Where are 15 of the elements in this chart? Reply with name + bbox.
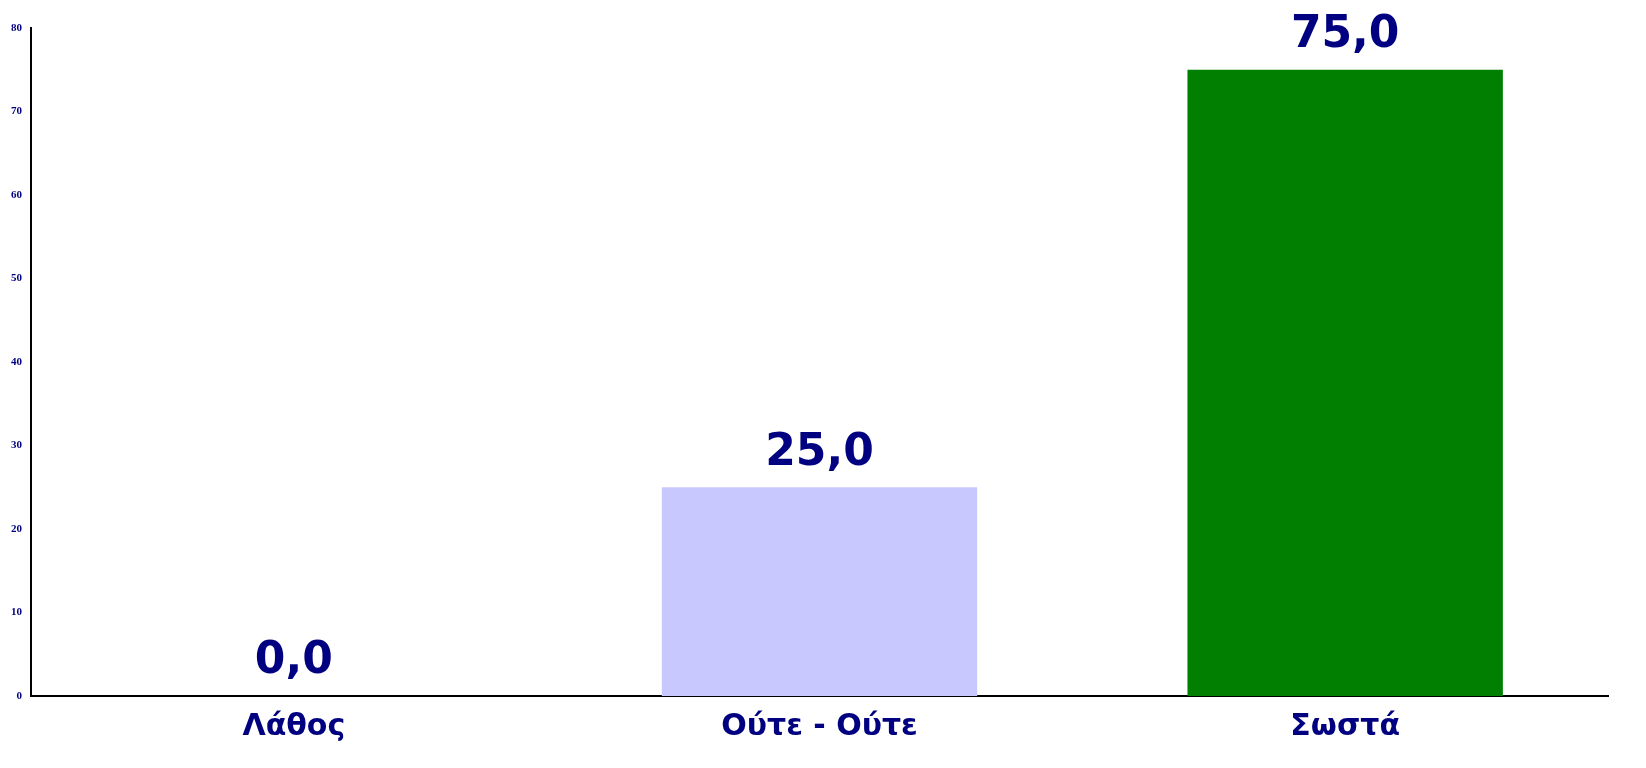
x-tick-label: Σωστά [1290, 706, 1401, 742]
y-tick-label: 40 [11, 354, 23, 367]
data-label: 0,0 [254, 632, 333, 684]
y-tick-label: 20 [11, 521, 23, 534]
y-tick-label: 30 [11, 438, 23, 451]
x-tick-label: Ούτε - Ούτε [721, 706, 918, 742]
y-tick-label: 0 [16, 688, 23, 701]
y-tick-label: 60 [11, 187, 23, 200]
y-tick-label: 50 [11, 271, 23, 284]
data-label: 25,0 [765, 423, 874, 475]
y-tick-label: 10 [11, 605, 23, 618]
y-tick-label: 80 [11, 20, 23, 33]
x-tick-label: Λάθος [242, 706, 346, 742]
data-label: 75,0 [1290, 6, 1400, 58]
y-tick-label: 70 [11, 104, 23, 117]
